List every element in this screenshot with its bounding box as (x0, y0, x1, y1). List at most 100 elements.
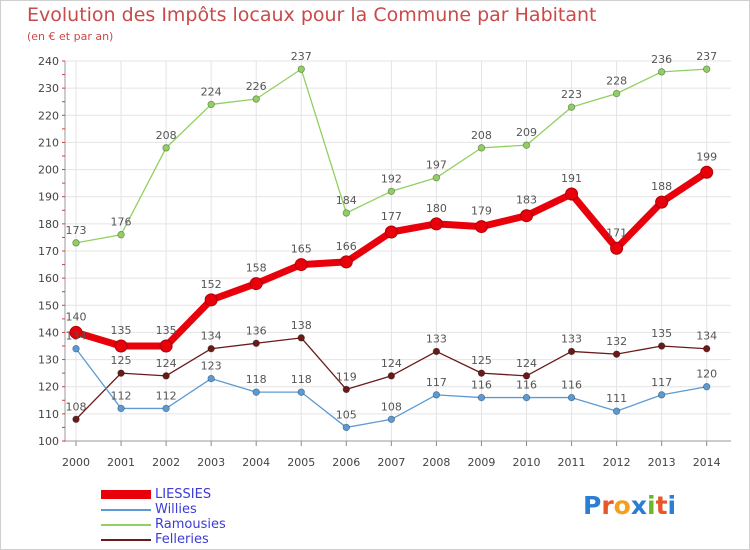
proxiti-logo: Proxiti (583, 491, 676, 520)
data-point-felleries (162, 372, 170, 380)
data-point-felleries (567, 347, 576, 356)
y-tick-label: 210 (38, 136, 59, 149)
legend-swatch (101, 523, 151, 526)
data-label-willies: 116 (561, 379, 582, 392)
data-label-felleries: 119 (336, 370, 357, 383)
data-point-ramousies (117, 231, 125, 239)
x-tick-label: 2009 (467, 456, 495, 469)
data-point-ramousies (612, 89, 621, 98)
data-label-willies: 123 (201, 360, 222, 373)
data-point-willies (72, 345, 80, 353)
data-point-ramousies (387, 187, 396, 195)
data-label-felleries: 138 (291, 319, 312, 332)
data-label-willies: 112 (111, 389, 132, 402)
data-label-willies: 116 (471, 379, 492, 392)
data-label-felleries: 135 (651, 327, 672, 340)
data-point-felleries (432, 347, 441, 356)
data-label-liessies: 152 (201, 278, 222, 291)
data-point-felleries (72, 415, 80, 423)
data-label-willies: 118 (291, 373, 312, 386)
data-label-ramousies: 176 (111, 216, 132, 229)
chart-subtitle: (en € et par an) (27, 30, 114, 43)
data-point-liessies (249, 277, 263, 291)
data-label-liessies: 135 (156, 324, 177, 337)
data-label-felleries: 134 (696, 330, 717, 343)
data-label-liessies: 180 (426, 202, 447, 215)
legend-label: LIESSIES (155, 487, 212, 502)
data-label-ramousies: 197 (426, 159, 447, 172)
data-point-ramousies (252, 95, 260, 103)
data-label-ramousies: 209 (516, 126, 537, 139)
x-tick-label: 2006 (332, 456, 360, 469)
x-tick-label: 2011 (558, 456, 586, 469)
data-point-felleries (297, 334, 305, 342)
data-point-felleries (703, 345, 711, 353)
y-tick-label: 170 (38, 245, 59, 258)
data-point-ramousies (657, 68, 666, 76)
legend: LIESSIES Willies Ramousies Felleries (101, 487, 226, 547)
data-label-felleries: 133 (426, 332, 447, 345)
y-tick-label: 140 (38, 326, 59, 339)
data-label-ramousies: 228 (606, 75, 627, 88)
data-label-ramousies: 208 (471, 129, 492, 142)
legend-swatch (101, 490, 151, 499)
data-point-willies (657, 391, 666, 399)
x-tick-label: 2002 (152, 456, 180, 469)
data-label-ramousies: 224 (201, 85, 222, 98)
x-tick-label: 2008 (422, 456, 450, 469)
data-label-liessies: 165 (291, 243, 312, 256)
data-label-willies: 111 (606, 392, 627, 405)
data-point-willies (432, 391, 441, 399)
data-label-felleries: 133 (561, 332, 582, 345)
data-point-felleries (657, 342, 666, 350)
data-point-felleries (252, 339, 260, 347)
x-tick-label: 2005 (287, 456, 315, 469)
y-tick-label: 230 (38, 82, 59, 95)
data-point-willies (252, 388, 260, 396)
data-point-liessies (294, 258, 308, 272)
data-point-liessies (655, 195, 669, 209)
data-label-liessies: 199 (696, 150, 717, 163)
logo-letter: o (613, 491, 631, 520)
data-label-liessies: 179 (471, 205, 492, 218)
data-point-willies (297, 388, 305, 396)
data-label-willies: 112 (156, 389, 177, 402)
data-point-willies (522, 393, 531, 402)
legend-label: Willies (155, 502, 197, 517)
y-tick-label: 200 (38, 164, 59, 177)
data-label-ramousies: 192 (381, 172, 402, 185)
data-point-liessies (339, 255, 353, 269)
data-label-liessies: 191 (561, 172, 582, 185)
data-point-liessies (474, 220, 488, 234)
data-label-willies: 108 (381, 400, 402, 413)
data-label-ramousies: 237 (696, 50, 717, 63)
data-point-liessies (565, 187, 579, 201)
data-label-willies: 116 (516, 379, 537, 392)
data-point-ramousies (162, 144, 170, 152)
data-point-liessies (429, 217, 443, 231)
data-label-felleries: 124 (381, 357, 402, 370)
y-tick-label: 160 (38, 272, 59, 285)
data-point-liessies (159, 339, 173, 353)
data-labels: 140 135 135 152 158 165 166 177 180 179 183 191 171 1… (66, 50, 718, 421)
y-tick-label: 100 (38, 435, 59, 448)
y-tick-label: 190 (38, 191, 59, 204)
data-point-ramousies (342, 209, 350, 217)
data-label-felleries: 124 (156, 357, 177, 370)
data-point-ramousies (703, 65, 711, 73)
data-point-felleries (342, 385, 350, 394)
data-point-liessies (700, 165, 714, 179)
data-label-ramousies: 173 (66, 224, 87, 237)
legend-label: Felleries (155, 532, 209, 547)
data-label-ramousies: 208 (156, 129, 177, 142)
x-tick-label: 2013 (648, 456, 676, 469)
y-tick-label: 110 (38, 408, 59, 421)
x-tick-label: 2010 (513, 456, 541, 469)
data-label-liessies: 183 (516, 194, 537, 207)
axes: 100 110 120 130 140 150 160 170 180 190 200 210 220 2… (38, 55, 731, 469)
data-point-liessies (384, 225, 398, 239)
data-point-willies (387, 415, 396, 423)
logo-letter: P (583, 491, 602, 520)
legend-swatch (101, 538, 151, 541)
